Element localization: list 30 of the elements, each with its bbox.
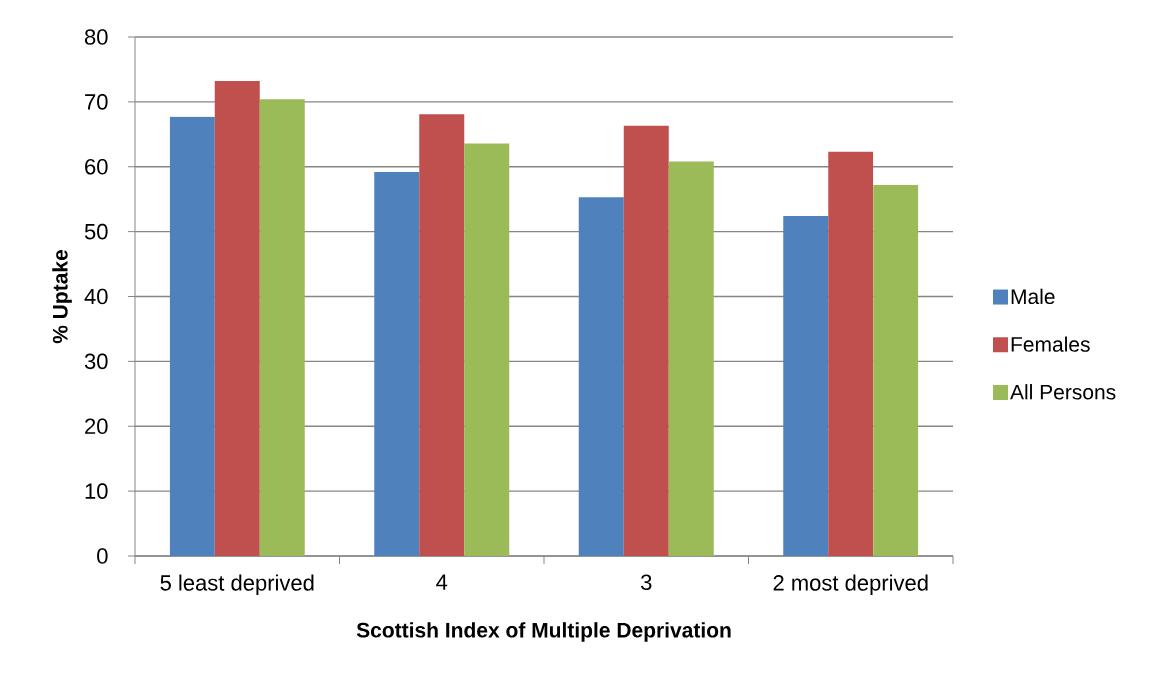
x-tick-label: 4	[436, 574, 448, 590]
bar	[374, 171, 420, 556]
y-tick-label: 10	[85, 483, 108, 499]
y-tick-label: 80	[84, 29, 108, 45]
y-tick-label: 60	[85, 158, 108, 175]
y-tick-label: 30	[84, 353, 108, 370]
bar	[214, 81, 260, 556]
legend-label: All Persons	[1010, 384, 1116, 400]
y-tick-label: 50	[84, 223, 108, 240]
x-axis-title: Scottish Index of Multiple Deprivation	[356, 622, 731, 642]
bar	[419, 114, 465, 556]
x-tick-label: 2 most deprived	[773, 574, 928, 596]
y-tick-label: 20	[85, 418, 108, 435]
bar	[259, 99, 305, 556]
bar	[783, 216, 829, 556]
x-tick-label: 5 least deprived	[160, 574, 314, 596]
y-tick-label: 0	[97, 548, 108, 564]
legend-label: Females	[1011, 336, 1090, 352]
bar	[578, 197, 624, 556]
y-axis-title: % Uptake	[52, 249, 72, 344]
bar	[668, 161, 714, 556]
bar	[873, 184, 919, 556]
bar	[169, 116, 215, 556]
bar	[623, 125, 669, 556]
bar	[464, 143, 510, 556]
y-tick-label: 40	[84, 288, 108, 305]
legend-label: Male	[1011, 288, 1055, 305]
bar	[828, 151, 874, 556]
x-tick-label: 3	[640, 574, 652, 591]
y-tick-label: 70	[85, 94, 108, 110]
